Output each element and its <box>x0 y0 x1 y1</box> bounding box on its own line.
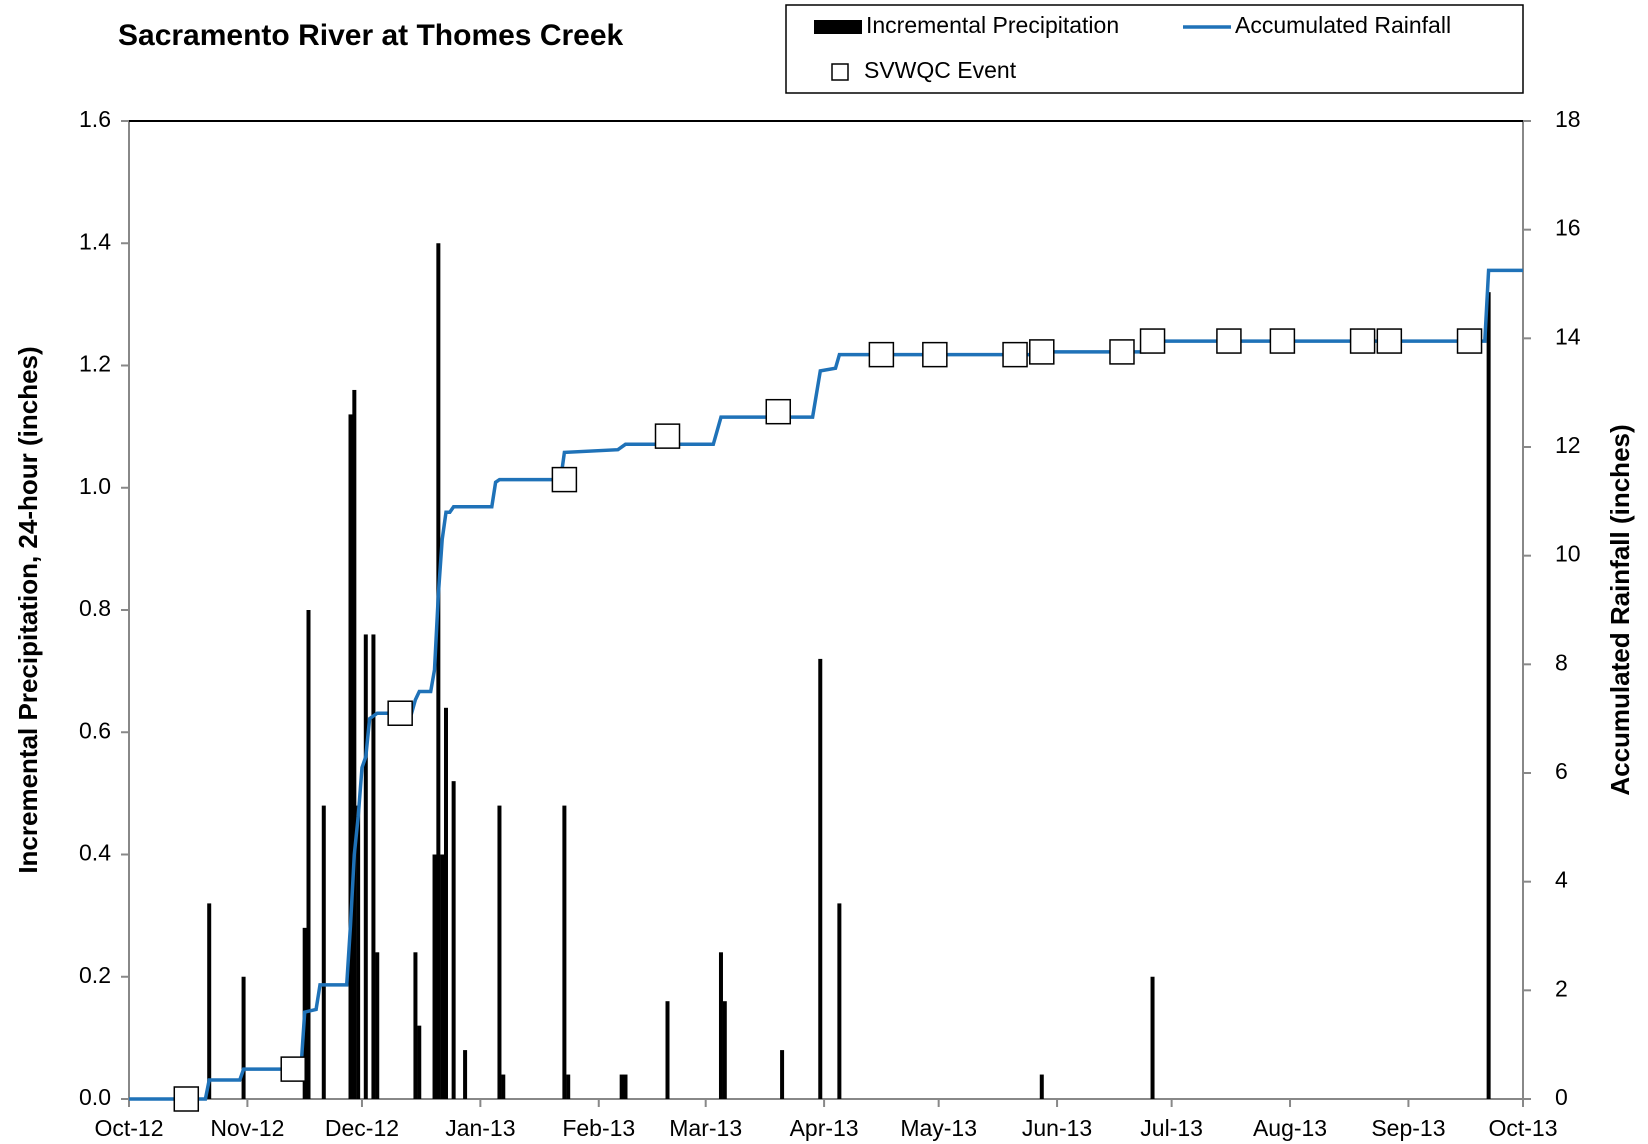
bar <box>371 634 376 1099</box>
bar <box>566 1074 571 1099</box>
legend-swatch <box>831 63 849 81</box>
y2-axis-label: Accumulated Rainfall (inches) <box>1605 424 1635 795</box>
event-marker <box>387 700 413 726</box>
y2-tick-label: 0 <box>1555 1084 1568 1110</box>
y-tick-label: 1.0 <box>79 473 111 499</box>
y2-tick-label: 10 <box>1555 541 1581 567</box>
x-tick-label: Oct-12 <box>94 1115 163 1141</box>
bar <box>436 243 441 1099</box>
y-tick-label: 0.0 <box>79 1084 111 1110</box>
bar <box>306 610 311 1099</box>
event-marker <box>765 398 792 425</box>
y2-tick-label: 2 <box>1555 975 1568 1001</box>
bar <box>837 903 842 1099</box>
bar <box>348 414 353 1099</box>
legend-box <box>785 4 1524 94</box>
event-marker <box>173 1086 200 1112</box>
legend-label: Incremental Precipitation <box>866 12 1119 38</box>
event-marker <box>922 341 948 368</box>
bar <box>363 634 368 1099</box>
bar <box>413 952 418 1099</box>
y-tick-label: 1.6 <box>79 106 111 132</box>
bar <box>440 854 445 1099</box>
x-tick-label: Mar-13 <box>669 1115 742 1141</box>
legend-label: SVWQC Event <box>864 57 1017 83</box>
y2-tick-label: 12 <box>1555 432 1581 458</box>
event-marker <box>1109 339 1135 365</box>
x-tick-label: Jan-13 <box>445 1115 515 1141</box>
event-marker <box>1269 328 1296 354</box>
bar <box>451 781 456 1099</box>
bar <box>562 805 567 1099</box>
event-marker <box>1002 341 1028 368</box>
bar <box>241 976 246 1099</box>
y2-tick-label: 14 <box>1555 323 1581 349</box>
y-tick-label: 1.2 <box>79 351 111 377</box>
bar <box>1039 1074 1044 1099</box>
bar <box>1150 976 1155 1099</box>
y-tick-label: 0.6 <box>79 717 111 743</box>
x-tick-label: Jul-13 <box>1140 1115 1203 1141</box>
bar <box>463 1050 468 1099</box>
bar <box>432 854 437 1099</box>
x-tick-label: Dec-12 <box>325 1115 399 1141</box>
bar <box>718 952 723 1099</box>
bar <box>1486 292 1491 1099</box>
event-marker <box>1029 339 1055 365</box>
event-marker <box>1376 328 1403 354</box>
y2-tick-label: 18 <box>1555 106 1581 132</box>
bar <box>375 952 380 1099</box>
x-tick-label: Aug-13 <box>1253 1115 1327 1141</box>
y2-tick-label: 8 <box>1555 649 1568 675</box>
bar <box>780 1050 785 1099</box>
y2-tick-label: 16 <box>1555 215 1581 241</box>
event-marker <box>280 1056 306 1082</box>
event-marker <box>1216 328 1242 354</box>
legend-label: Accumulated Rainfall <box>1235 12 1451 38</box>
x-tick-label: Apr-13 <box>790 1115 859 1141</box>
event-marker <box>1456 328 1483 354</box>
bar <box>321 805 326 1099</box>
bar <box>722 1001 727 1099</box>
x-tick-label: May-13 <box>900 1115 977 1141</box>
bar <box>619 1074 624 1099</box>
x-tick-label: Oct-13 <box>1488 1115 1557 1141</box>
y-axis-label: Incremental Precipitation, 24-hour (inch… <box>13 346 43 873</box>
event-marker <box>654 423 681 449</box>
bar <box>207 903 212 1099</box>
y2-tick-label: 4 <box>1555 867 1568 893</box>
bar <box>497 805 502 1099</box>
bar <box>818 658 823 1099</box>
bar <box>356 805 361 1099</box>
y-tick-label: 0.4 <box>79 840 111 866</box>
event-marker <box>1349 328 1376 354</box>
bar <box>417 1025 422 1099</box>
chart-title: Sacramento River at Thomes Creek <box>118 19 624 52</box>
bar <box>623 1074 628 1099</box>
x-tick-label: Jun-13 <box>1022 1115 1092 1141</box>
x-tick-label: Feb-13 <box>562 1115 635 1141</box>
bar <box>352 389 357 1099</box>
bar <box>665 1001 670 1099</box>
bar <box>443 707 448 1099</box>
line <box>129 268 1523 1101</box>
y2-tick-label: 6 <box>1555 758 1568 784</box>
event-marker <box>551 466 578 493</box>
event-marker <box>1139 328 1166 354</box>
y-tick-label: 0.2 <box>79 962 111 988</box>
legend-swatch <box>814 20 862 34</box>
y-tick-label: 0.8 <box>79 595 111 621</box>
y-tick-label: 1.4 <box>79 228 111 254</box>
event-marker <box>868 341 895 368</box>
x-tick-label: Nov-12 <box>210 1115 284 1141</box>
x-tick-label: Sep-13 <box>1371 1115 1445 1141</box>
bar <box>501 1074 506 1099</box>
